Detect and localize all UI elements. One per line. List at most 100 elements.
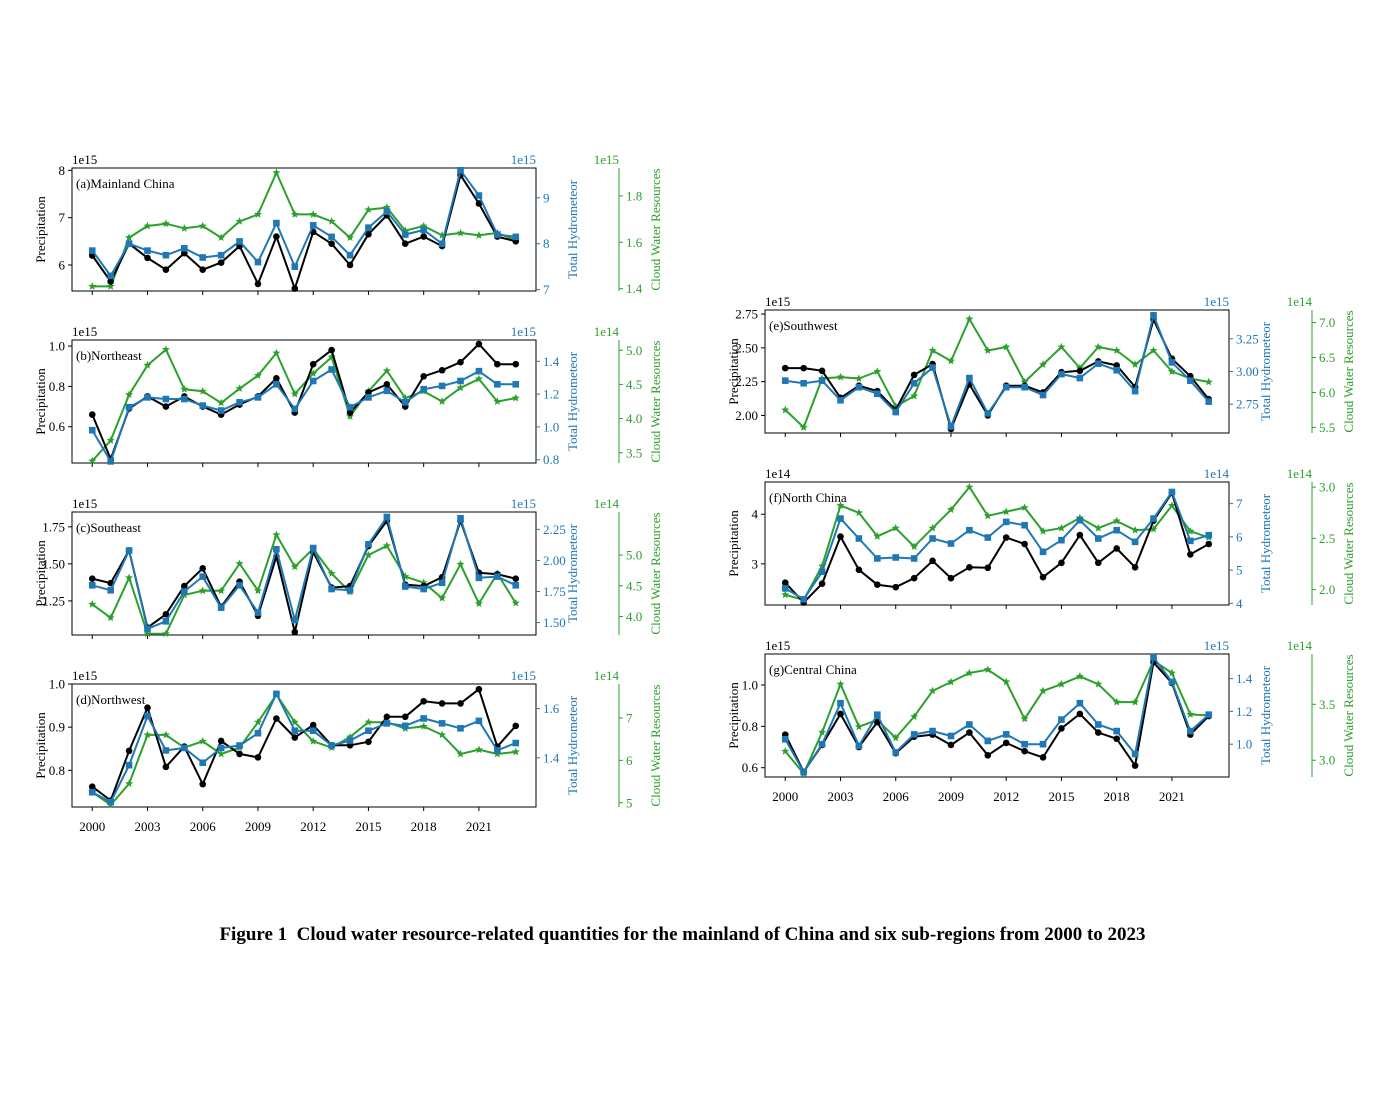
y-tick-label: 0.8 (742, 719, 758, 734)
data-point (254, 609, 262, 616)
data-point (855, 383, 863, 391)
y-axis-exponent: 1e15 (72, 324, 97, 339)
data-point (1076, 531, 1084, 539)
panel-label: (b)Northeast (76, 348, 142, 363)
plot-frame (71, 339, 537, 464)
data-point (1020, 714, 1029, 723)
data-point (328, 233, 335, 241)
data-point (273, 233, 280, 240)
x-tick-label: 2015 (355, 819, 381, 834)
panel-label: (g)Central China (769, 662, 857, 677)
data-point (401, 713, 409, 721)
y2-axis-label: Total Hydrometeor (565, 351, 580, 451)
data-point (457, 166, 464, 174)
data-point (475, 340, 483, 348)
figure-caption: Figure 1 Cloud water resource-related qu… (219, 924, 1146, 945)
y-tick-label: 1.0 (742, 678, 758, 693)
series-line (91, 533, 517, 635)
data-point (144, 394, 151, 401)
x-tick-label: 2009 (938, 789, 964, 804)
data-point (874, 718, 881, 726)
data-point (1167, 367, 1176, 375)
data-point (836, 679, 845, 688)
data-point (910, 379, 918, 387)
y-tick-label: 0.8 (49, 379, 65, 394)
data-point (1057, 523, 1066, 532)
data-point (475, 685, 483, 693)
series-line (784, 656, 1210, 774)
data-point (290, 210, 299, 218)
data-point (892, 749, 900, 756)
data-point (198, 387, 207, 395)
data-point (88, 411, 96, 418)
data-point (438, 397, 447, 405)
data-point (420, 715, 427, 722)
data-point (346, 403, 354, 411)
data-point (254, 394, 262, 401)
data-point (910, 391, 919, 400)
series-line (784, 659, 1209, 775)
data-point (1205, 540, 1213, 548)
y-tick-label: 1.0 (49, 677, 65, 692)
data-point (873, 367, 882, 375)
data-point (273, 380, 280, 388)
data-point (983, 665, 992, 674)
data-point (198, 737, 207, 745)
y2-tick-label: 2.75 (1236, 397, 1259, 412)
data-point (199, 402, 207, 409)
y2-tick-label: 3.25 (1236, 331, 1259, 346)
y2-tick-label: 1.4 (543, 354, 560, 369)
data-point (88, 426, 96, 434)
y2-axis-label: Total Hydrometeor (1258, 321, 1273, 421)
data-point (1021, 740, 1028, 748)
y2-tick-label: 7 (1236, 496, 1243, 511)
data-point (837, 515, 844, 522)
data-point (946, 505, 955, 514)
y2-axis-exponent: 1e15 (511, 668, 536, 683)
data-point (1002, 342, 1011, 351)
data-point (181, 582, 188, 590)
data-point (88, 600, 97, 608)
data-point (800, 364, 807, 372)
data-point (1112, 697, 1121, 706)
data-point (1002, 507, 1011, 516)
y-axis-label: Precipitation (726, 338, 741, 405)
data-point (1002, 534, 1010, 541)
data-point (818, 367, 826, 375)
data-point (401, 231, 409, 238)
y3-tick-label: 1.8 (626, 188, 642, 203)
data-point (947, 540, 955, 547)
data-point (1112, 516, 1121, 525)
data-point (966, 564, 973, 571)
data-point (1094, 721, 1102, 728)
x-tick-label: 2003 (827, 789, 853, 804)
data-point (309, 369, 318, 377)
y-tick-label: 1.75 (42, 519, 65, 534)
data-point (364, 205, 373, 214)
y2-axis-exponent: 1e15 (1204, 294, 1229, 309)
data-point (383, 713, 391, 721)
series-line (784, 491, 1210, 604)
x-tick-label: 2000 (772, 789, 798, 804)
data-point (1021, 747, 1028, 755)
data-point (383, 208, 391, 215)
data-point (88, 788, 96, 796)
y2-axis-label: Total Hydrometeor (565, 179, 580, 279)
y3-tick-label: 4.0 (626, 411, 642, 426)
plot-frame (71, 683, 537, 808)
data-point (401, 722, 409, 730)
chart-panel: (c)Southeast 1.25 1.50 1.75 1e15 Precipitatio… (33, 496, 663, 639)
data-point (272, 348, 281, 357)
data-point (910, 574, 918, 582)
data-point (309, 360, 317, 368)
data-point (291, 734, 299, 741)
data-point (88, 282, 97, 290)
data-point (984, 737, 992, 745)
y-axis-label: Precipitation (726, 510, 741, 577)
data-point (88, 582, 96, 589)
y2-tick-label: 2.00 (543, 553, 566, 568)
y3-axis-label: Cloud Water Resources (1341, 654, 1356, 776)
y2-axis-exponent: 1e15 (1204, 638, 1229, 653)
data-point (125, 240, 133, 248)
chart-panel: (f)North China 3 4 1e14 Precipitation 4 5 6 7 1e1… (726, 466, 1356, 611)
